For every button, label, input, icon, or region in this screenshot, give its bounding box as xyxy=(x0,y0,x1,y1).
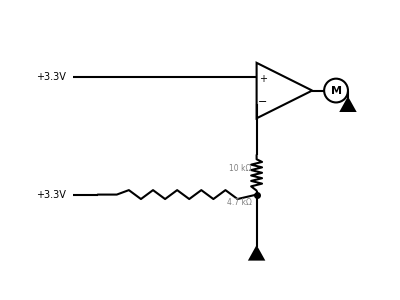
Text: 4.7 kΩ: 4.7 kΩ xyxy=(227,198,252,207)
Text: +: + xyxy=(258,74,266,84)
Text: 10 kΩ: 10 kΩ xyxy=(229,164,252,173)
Text: +3.3V: +3.3V xyxy=(36,190,66,200)
Polygon shape xyxy=(250,247,264,260)
Text: +3.3V: +3.3V xyxy=(36,72,66,82)
Polygon shape xyxy=(341,98,355,111)
Text: −: − xyxy=(258,97,267,107)
Text: M: M xyxy=(330,85,342,96)
